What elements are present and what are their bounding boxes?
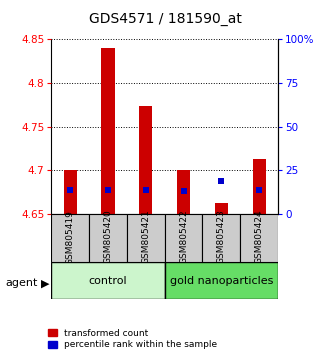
Text: GSM805422: GSM805422 [179,210,188,264]
FancyBboxPatch shape [127,214,165,262]
Legend: transformed count, percentile rank within the sample: transformed count, percentile rank withi… [48,329,217,349]
Bar [64,170,77,214]
Text: GSM805423: GSM805423 [217,210,226,264]
Text: GDS4571 / 181590_at: GDS4571 / 181590_at [89,12,242,27]
Text: control: control [89,275,127,286]
Text: ▶: ▶ [41,278,50,288]
FancyBboxPatch shape [51,214,89,262]
Bar [101,48,115,214]
FancyBboxPatch shape [51,262,165,299]
Text: gold nanoparticles: gold nanoparticles [170,275,273,286]
FancyBboxPatch shape [240,214,278,262]
Text: agent: agent [5,278,37,288]
FancyBboxPatch shape [165,214,203,262]
Bar [253,159,266,214]
Text: GSM805421: GSM805421 [141,210,150,264]
Bar [215,203,228,214]
FancyBboxPatch shape [203,214,240,262]
FancyBboxPatch shape [165,262,278,299]
Bar [177,170,190,214]
Text: GSM805420: GSM805420 [104,210,113,264]
FancyBboxPatch shape [89,214,127,262]
Text: GSM805419: GSM805419 [66,210,75,264]
Bar [139,107,152,214]
Text: GSM805424: GSM805424 [255,210,264,264]
